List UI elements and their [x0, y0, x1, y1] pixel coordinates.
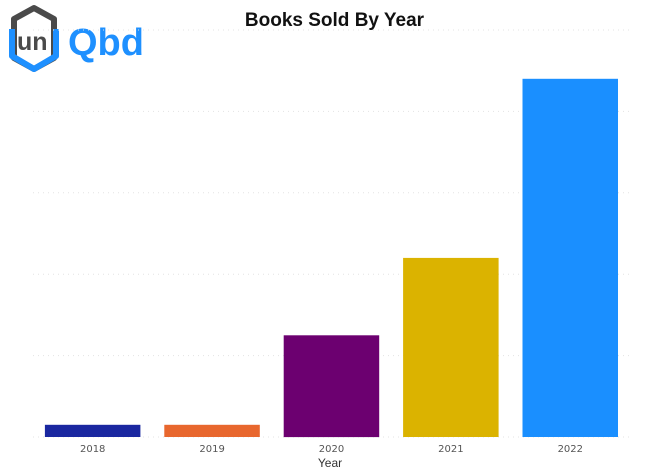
bar-2018[interactable]	[44, 424, 141, 437]
bars	[44, 78, 619, 438]
x-tick-label-2019: 2019	[199, 444, 224, 455]
x-tick-label-2020: 2020	[319, 444, 344, 455]
x-tick-label-2018: 2018	[80, 444, 105, 455]
x-axis-title: Year	[318, 456, 342, 470]
x-tick-label-2021: 2021	[438, 444, 463, 455]
x-tick-label-2022: 2022	[558, 444, 583, 455]
chart-title: Books Sold By Year	[244, 10, 425, 31]
bar-2021[interactable]	[403, 257, 499, 437]
bar-2019[interactable]	[164, 424, 260, 437]
unqbd-logo: un Qbd	[6, 3, 166, 80]
bar-2020[interactable]	[283, 335, 380, 438]
logo-text-un: un	[17, 28, 48, 56]
logo-text-qbd: Qbd	[68, 22, 144, 64]
x-tick-labels: 2018 2019 2020 2021 2022	[80, 444, 583, 455]
bar-2022[interactable]	[522, 78, 619, 438]
